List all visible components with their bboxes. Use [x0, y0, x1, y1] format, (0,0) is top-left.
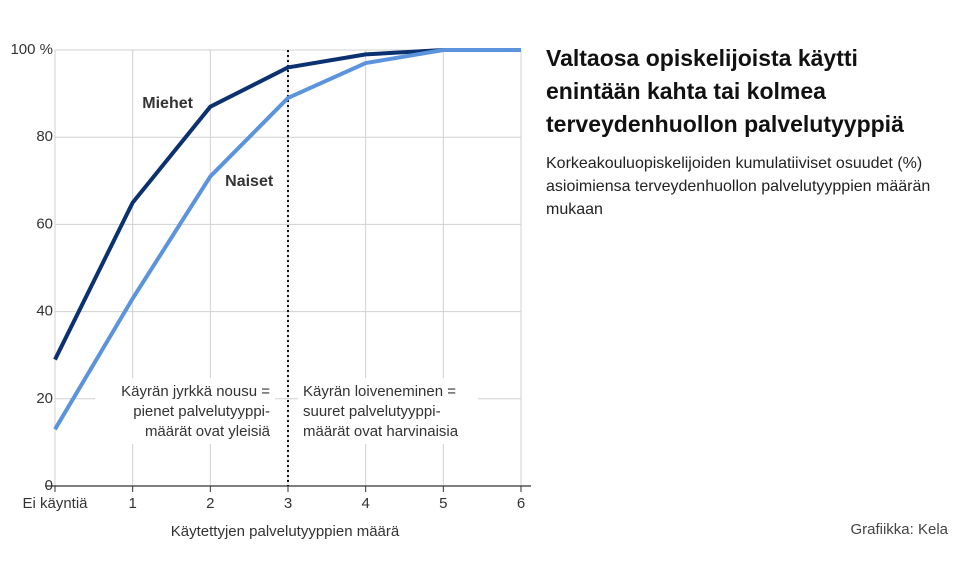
x-tick-label: 6 — [517, 495, 525, 512]
y-tick-label: 100 % — [10, 41, 53, 58]
annotation-bg — [95, 378, 275, 444]
chart-subtitle: Korkeakouluopiskelijoiden kumulatiiviset… — [546, 155, 931, 218]
y-tick-label: 40 — [36, 303, 53, 320]
annotation: määrät ovat yleisiä — [145, 423, 271, 440]
x-tick-label: 2 — [206, 495, 214, 512]
x-tick-label: Ei käyntiä — [22, 495, 88, 512]
series-label: Miehet — [142, 95, 193, 112]
annotation: määrät ovat harvinaisia — [303, 423, 459, 440]
x-axis-label: Käytettyjen palvelutyyppien määrä — [171, 523, 400, 540]
annotation: suuret palvelutyyppi- — [303, 403, 441, 420]
y-tick-label: 20 — [36, 390, 53, 407]
x-tick-label: 1 — [128, 495, 136, 512]
y-tick-label: 60 — [36, 215, 53, 232]
y-tick-label: 80 — [36, 128, 53, 145]
x-tick-label: 3 — [284, 495, 292, 512]
x-tick-label: 5 — [439, 495, 447, 512]
chart-title: Valtaosa opiskelijoista käytti enintään … — [546, 45, 904, 137]
series-label: Naiset — [225, 173, 274, 190]
line — [53, 48, 521, 431]
annotation: pienet palvelutyyppi- — [133, 403, 270, 420]
x-tick-label: 4 — [361, 495, 369, 512]
annotation: Käyrän jyrkkä nousu = — [121, 383, 270, 400]
annotation: Käyrän loiveneminen = — [303, 383, 456, 400]
source: Grafiikka: Kela — [850, 521, 948, 538]
annotation-bg — [298, 378, 478, 444]
